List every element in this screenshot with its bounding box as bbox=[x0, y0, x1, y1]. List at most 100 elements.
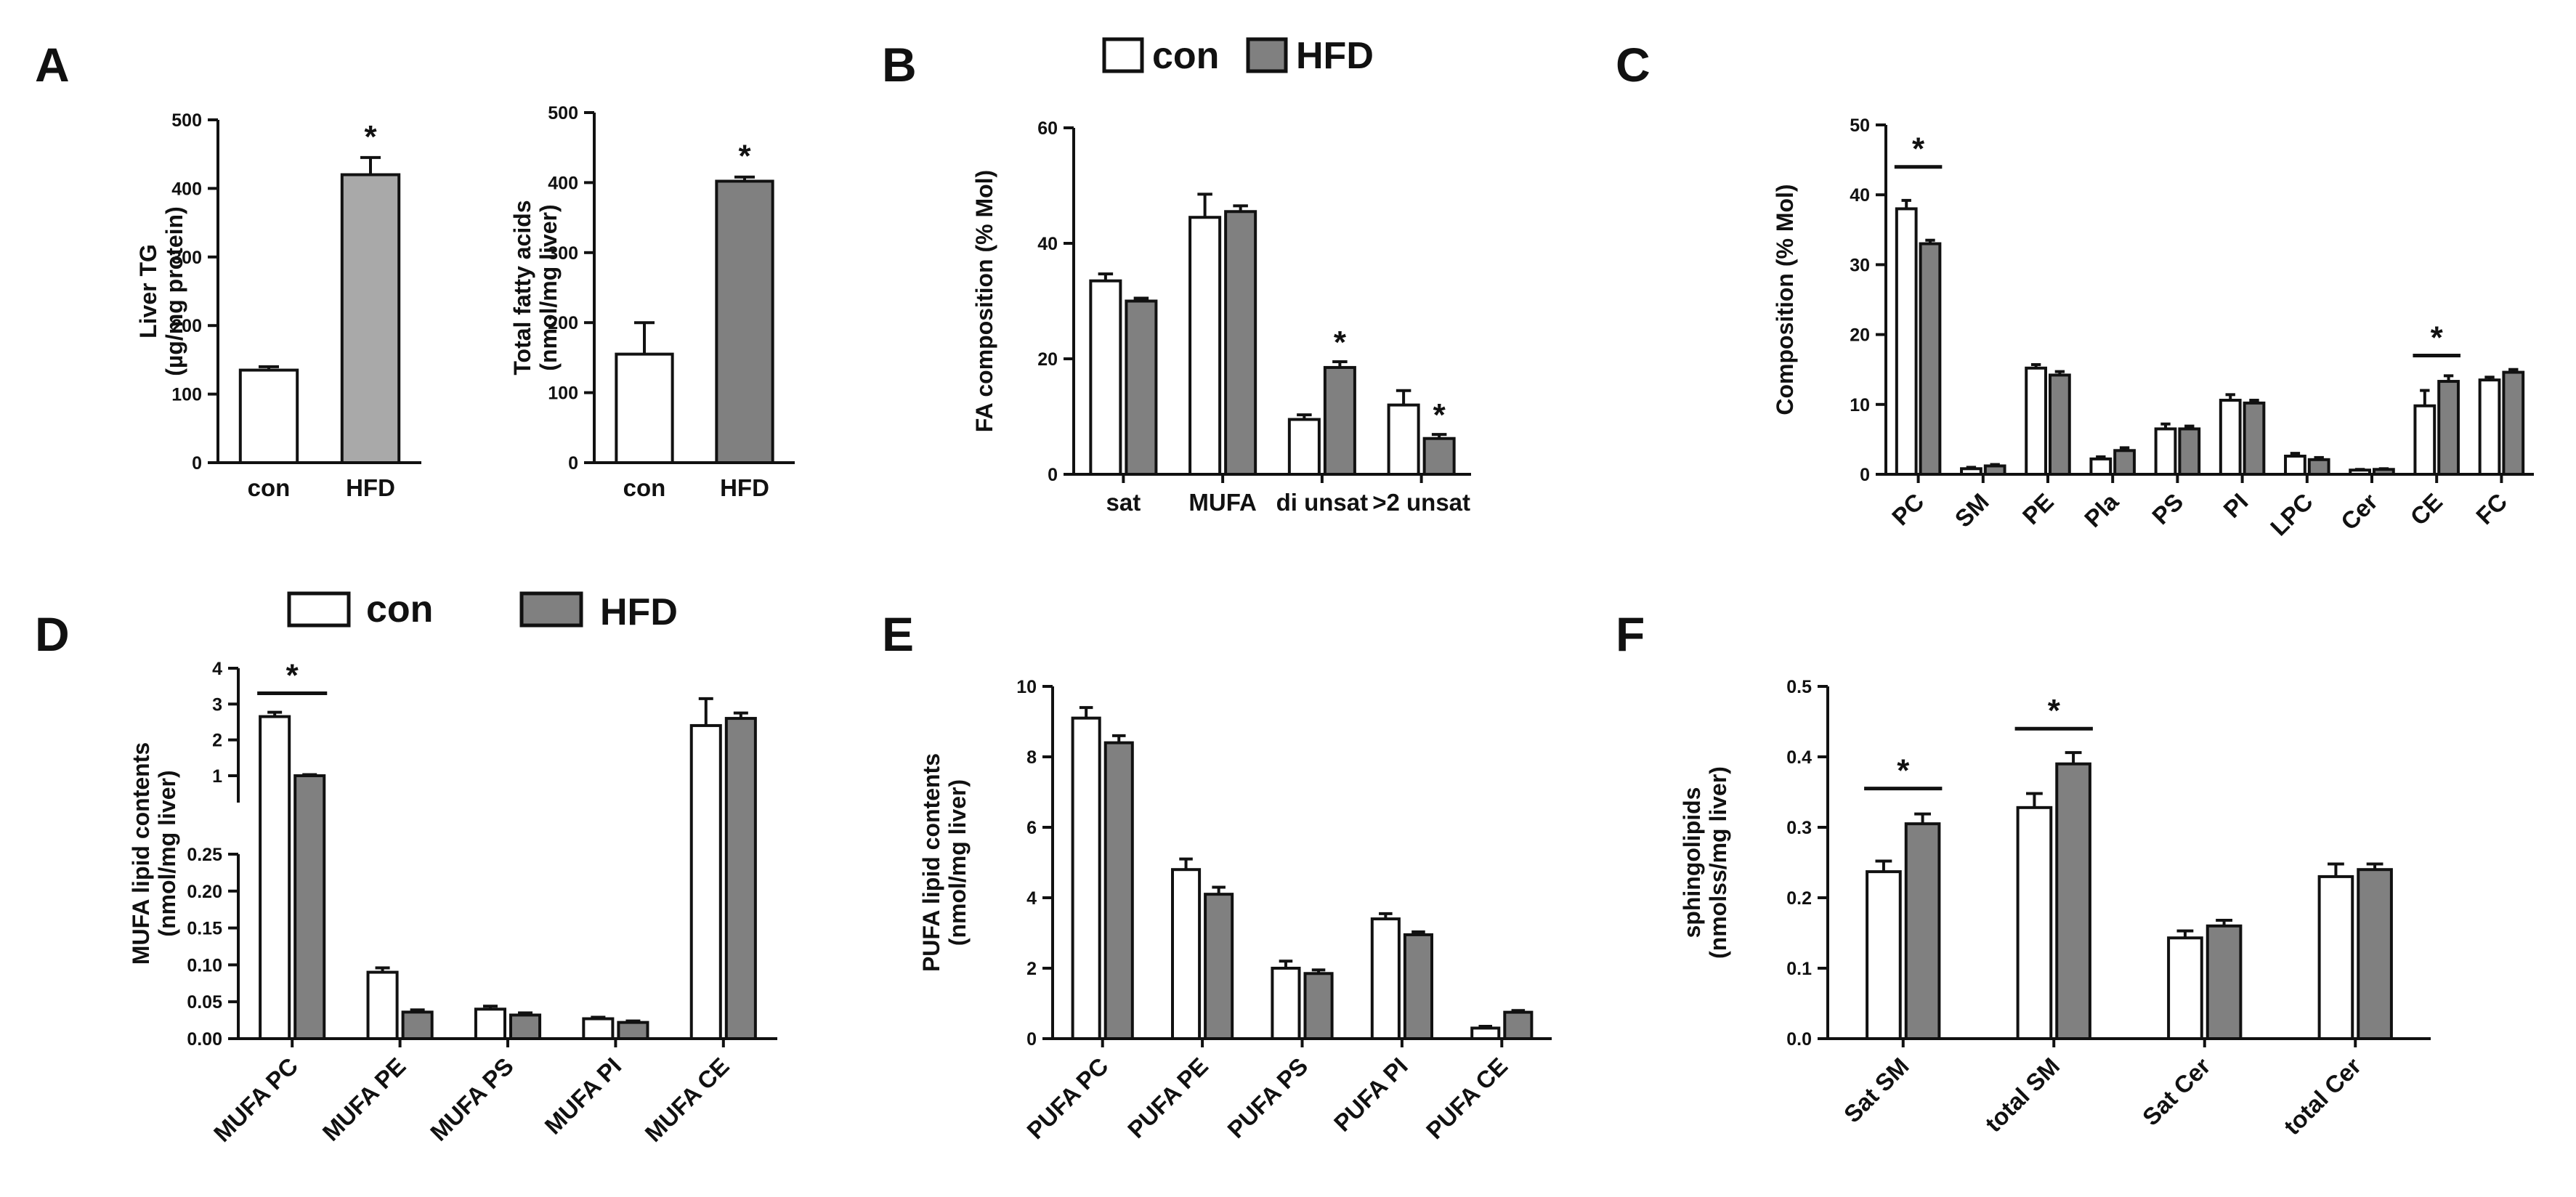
A1-ytick-label: 400 bbox=[171, 179, 202, 199]
F-ytick-label: 0.4 bbox=[1786, 747, 1812, 768]
F-category-label: Sat Cer bbox=[2137, 1052, 2216, 1131]
legend-bottom: con HFD bbox=[287, 588, 678, 633]
B-bar-HFD bbox=[1224, 210, 1257, 476]
D-ytick-label: 0.15 bbox=[187, 919, 222, 939]
E-ytick-label: 6 bbox=[1026, 818, 1037, 838]
D-bar-HFD bbox=[724, 717, 757, 1040]
F-ylabel-line: (nmolss/mg liver) bbox=[1705, 766, 1731, 959]
legend-con-label-d: con bbox=[366, 588, 433, 630]
F-bar-HFD bbox=[2206, 924, 2243, 1041]
C-category-label: PE bbox=[2017, 488, 2059, 529]
D-bar-HFD bbox=[293, 774, 326, 1040]
D-ytick-label: 0.05 bbox=[187, 992, 222, 1013]
F-ytick-label: 0.0 bbox=[1786, 1029, 1812, 1050]
C-significance-star: * bbox=[1912, 131, 1925, 167]
C-category-label: PS bbox=[2147, 488, 2188, 529]
C-category-label: FC bbox=[2471, 488, 2512, 529]
B-ytick-label: 60 bbox=[1037, 118, 1058, 139]
C-bar-HFD bbox=[2049, 373, 2071, 476]
A1-significance-star: * bbox=[364, 119, 377, 155]
legend-con-label: con bbox=[1152, 35, 1219, 77]
B-bar-con bbox=[1287, 418, 1321, 476]
E-category-label: PUFA PC bbox=[1021, 1052, 1113, 1144]
A1-ytick-label: 200 bbox=[171, 316, 202, 336]
A2-ylabel-line: (nmol/mg liver) bbox=[535, 204, 562, 370]
legend-hfd-swatch-d bbox=[519, 591, 583, 628]
E-ytick-label: 2 bbox=[1026, 959, 1037, 979]
C-bar-HFD bbox=[2113, 449, 2136, 476]
D-ylabel-line: MUFA lipid contents bbox=[128, 742, 154, 965]
A2-ytick-label: 400 bbox=[548, 173, 578, 193]
C-category-label: Pla bbox=[2079, 487, 2124, 532]
C-bar-HFD bbox=[2178, 427, 2201, 476]
E-ytick-label: 8 bbox=[1026, 747, 1037, 768]
panel-letter-c: C bbox=[1616, 38, 1650, 92]
C-significance-star: * bbox=[2431, 320, 2444, 355]
C-bar-con bbox=[2284, 454, 2306, 476]
E-ytick-label: 0 bbox=[1026, 1029, 1037, 1050]
E-ytick-label: 10 bbox=[1016, 677, 1037, 697]
B-ytick-label: 20 bbox=[1037, 349, 1058, 370]
D-ytick-label: 0.00 bbox=[187, 1029, 222, 1050]
F-ytick-label: 0.3 bbox=[1786, 818, 1812, 838]
D-bar-HFD bbox=[509, 1013, 542, 1041]
C-category-label: PI bbox=[2218, 488, 2253, 523]
A1-ytick-label: 100 bbox=[171, 385, 202, 405]
E-bar-HFD bbox=[1403, 933, 1433, 1041]
panel-letter-a: A bbox=[35, 38, 70, 92]
C-bar-HFD bbox=[2243, 401, 2266, 476]
C-category-label: CE bbox=[2405, 488, 2448, 531]
F-category-label: Sat SM bbox=[1839, 1052, 1914, 1128]
D-ytick-label: 0.20 bbox=[187, 882, 222, 902]
C-bar-HFD bbox=[2307, 458, 2330, 476]
A2-category-label: con bbox=[623, 474, 666, 501]
F-bar-HFD bbox=[1904, 822, 1941, 1041]
A1-ytick-label: 0 bbox=[192, 453, 202, 474]
E-bar-con bbox=[1171, 868, 1202, 1040]
F-bar-con bbox=[2167, 936, 2203, 1041]
B-bar-con bbox=[1188, 216, 1222, 476]
F-significance-star: * bbox=[1897, 753, 1910, 789]
A2-ytick-label: 500 bbox=[548, 103, 578, 123]
D-bar-HFD bbox=[617, 1021, 649, 1040]
legend-con-swatch bbox=[1102, 37, 1144, 73]
B-ylabel-line: FA composition (% Mol) bbox=[971, 170, 997, 432]
C-bar-HFD bbox=[2437, 380, 2460, 476]
A2-significance-star: * bbox=[738, 139, 751, 174]
C-bar-con bbox=[1895, 207, 1918, 476]
C-ytick-label: 20 bbox=[1850, 325, 1870, 346]
D-significance-star: * bbox=[286, 658, 299, 694]
B-category-label: >2 unsat bbox=[1372, 489, 1470, 516]
legend-hfd-swatch bbox=[1246, 37, 1288, 73]
C-category-label: LPC bbox=[2265, 488, 2318, 541]
B-significance-star: * bbox=[1433, 397, 1446, 433]
A1-ylabel-line: (µg/mg protein) bbox=[161, 206, 187, 376]
E-bar-HFD bbox=[1303, 972, 1334, 1041]
C-category-label: Cer bbox=[2336, 488, 2383, 535]
F-bar-HFD bbox=[2357, 868, 2393, 1040]
panel-letter-d: D bbox=[35, 607, 70, 661]
C-category-label: SM bbox=[1950, 488, 1994, 532]
A2-ylabel-line: Total fatty acids bbox=[509, 200, 535, 375]
E-category-label: PUFA PI bbox=[1329, 1052, 1413, 1137]
panel-letter-b: B bbox=[882, 38, 917, 92]
legend-con-swatch-d bbox=[287, 591, 351, 628]
C-ytick-label: 50 bbox=[1850, 115, 1870, 136]
D-ytick-label: 1 bbox=[212, 766, 222, 787]
legend-hfd-label-d: HFD bbox=[600, 591, 678, 633]
C-bar-con bbox=[2413, 404, 2437, 476]
B-ytick-label: 0 bbox=[1048, 465, 1058, 485]
D-category-label: MUFA PE bbox=[317, 1052, 411, 1146]
E-bar-con bbox=[1370, 917, 1401, 1040]
F-bar-con bbox=[2016, 806, 2053, 1040]
C-ytick-label: 10 bbox=[1850, 395, 1870, 415]
D-ytick-label: 3 bbox=[212, 694, 222, 715]
A1-category-label: con bbox=[248, 474, 291, 501]
F-ytick-label: 0.1 bbox=[1786, 959, 1812, 979]
F-significance-star: * bbox=[2048, 693, 2061, 729]
E-ytick-label: 4 bbox=[1026, 888, 1037, 909]
C-bar-HFD bbox=[1983, 464, 2006, 476]
E-bar-HFD bbox=[1204, 893, 1234, 1041]
A2-ytick-label: 200 bbox=[548, 313, 578, 333]
